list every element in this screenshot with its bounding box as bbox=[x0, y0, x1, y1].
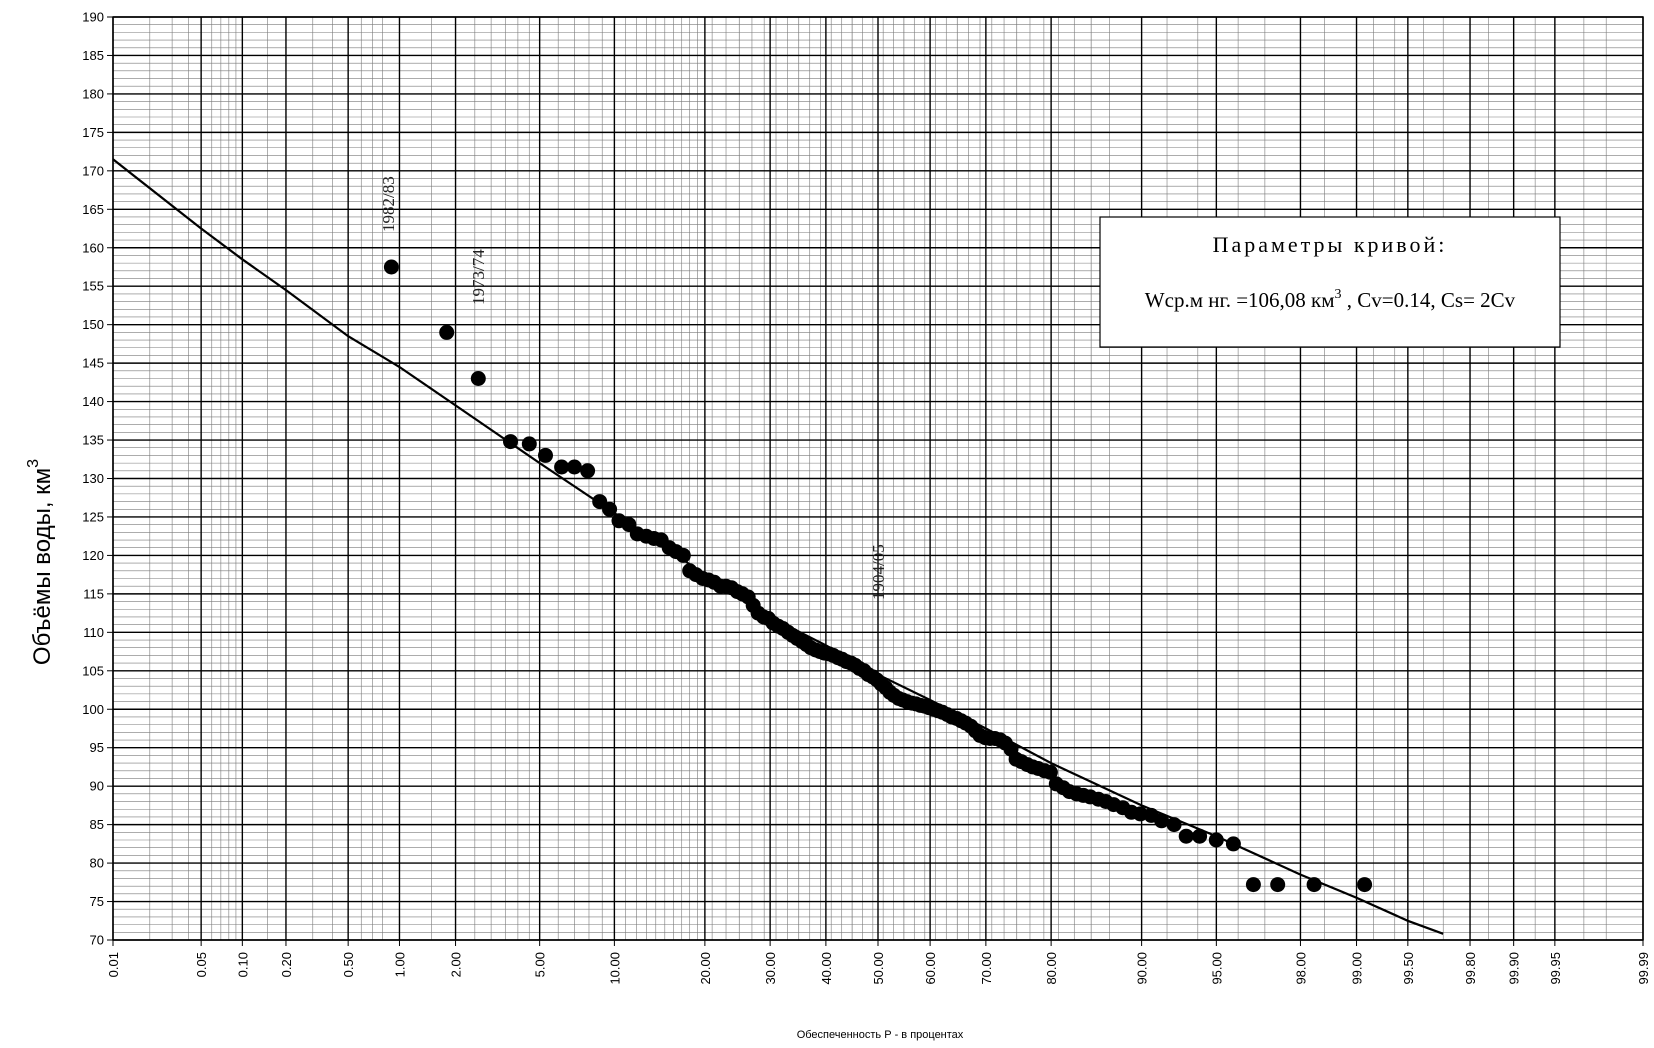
x-axis-ticks: 0.01 0.05 0.10 0.20 0.50 1.00 2.00 5.00 10.00 20.… bbox=[106, 940, 1651, 985]
y-tick-label: 120 bbox=[82, 548, 104, 563]
x-tick-label: 0.01 bbox=[106, 952, 121, 977]
y-tick-label: 160 bbox=[82, 240, 104, 255]
data-point bbox=[1245, 877, 1261, 893]
x-tick-label: 99.50 bbox=[1401, 952, 1416, 985]
x-axis-title: Обеспеченность Р - в процентах bbox=[797, 1029, 964, 1041]
annotation-1973-74: 1973/74 bbox=[469, 249, 488, 305]
x-tick-label: 99.00 bbox=[1350, 952, 1365, 985]
x-tick-label: 20.00 bbox=[698, 952, 713, 985]
data-point bbox=[503, 434, 518, 450]
data-point bbox=[1357, 877, 1373, 893]
x-tick-label: 99.95 bbox=[1548, 952, 1563, 985]
y-tick-label: 90 bbox=[90, 779, 104, 794]
data-point bbox=[383, 259, 399, 275]
parameters-box-title: Параметры кривой: bbox=[1213, 232, 1448, 257]
data-point bbox=[1166, 817, 1182, 833]
y-tick-label: 100 bbox=[82, 702, 104, 717]
y-tick-label: 125 bbox=[82, 509, 104, 524]
data-point bbox=[554, 459, 570, 475]
data-point bbox=[1192, 828, 1208, 844]
data-point bbox=[1042, 764, 1058, 780]
y-tick-label: 95 bbox=[90, 740, 104, 755]
y-tick-label: 145 bbox=[82, 356, 104, 371]
data-point bbox=[675, 547, 691, 563]
data-point bbox=[1306, 877, 1322, 893]
x-tick-label: 0.05 bbox=[194, 952, 209, 977]
parameters-mean-volume: Wср.м нг. =106,08 км bbox=[1145, 288, 1335, 312]
observed-points-layer bbox=[383, 259, 1373, 893]
annotations-layer: 1982/83 1973/74 1904/05 bbox=[379, 176, 888, 600]
y-tick-label: 75 bbox=[90, 894, 104, 909]
x-tick-label: 60.00 bbox=[923, 952, 938, 985]
y-axis-title-text: Объёмы воды, км bbox=[29, 468, 56, 665]
y-tick-label: 170 bbox=[82, 163, 104, 178]
y-axis-title: Объёмы воды, км3 bbox=[25, 459, 56, 665]
x-tick-label: 30.00 bbox=[763, 952, 778, 985]
annotation-1904-05: 1904/05 bbox=[869, 544, 888, 600]
data-point bbox=[1208, 832, 1224, 848]
y-tick-label: 165 bbox=[82, 202, 104, 217]
data-point bbox=[1225, 836, 1241, 852]
y-tick-label: 130 bbox=[82, 471, 104, 486]
data-point bbox=[439, 324, 455, 340]
x-tick-label: 80.00 bbox=[1044, 952, 1059, 985]
x-tick-label: 99.99 bbox=[1636, 952, 1651, 985]
data-point bbox=[602, 501, 618, 517]
data-point bbox=[521, 436, 537, 452]
x-tick-label: 5.00 bbox=[533, 952, 548, 977]
y-tick-label: 105 bbox=[82, 663, 104, 678]
x-tick-label: 70.00 bbox=[979, 952, 994, 985]
parameters-cv-cs: , Cv=0.14, Cs= 2Cv bbox=[1342, 288, 1516, 312]
x-tick-label: 99.80 bbox=[1463, 952, 1478, 985]
x-tick-label: 99.90 bbox=[1507, 952, 1522, 985]
x-tick-label: 10.00 bbox=[607, 952, 622, 985]
y-tick-label: 185 bbox=[82, 48, 104, 63]
parameters-unit-superscript: 3 bbox=[1335, 287, 1342, 302]
y-tick-label: 80 bbox=[90, 856, 104, 871]
annotation-1982-83: 1982/83 bbox=[379, 176, 398, 232]
y-tick-label: 180 bbox=[82, 86, 104, 101]
x-tick-label: 95.00 bbox=[1209, 952, 1224, 985]
y-tick-label: 175 bbox=[82, 125, 104, 140]
y-tick-label: 115 bbox=[83, 586, 104, 601]
x-tick-label: 40.00 bbox=[819, 952, 834, 985]
x-tick-label: 1.00 bbox=[392, 952, 407, 977]
x-tick-label: 0.10 bbox=[235, 952, 250, 977]
data-point bbox=[470, 371, 486, 386]
y-tick-label: 70 bbox=[90, 933, 104, 948]
x-tick-label: 2.00 bbox=[449, 952, 464, 977]
data-point bbox=[1270, 877, 1286, 893]
x-tick-label: 0.20 bbox=[279, 952, 294, 977]
data-point bbox=[580, 463, 596, 479]
y-tick-label: 150 bbox=[82, 317, 104, 332]
data-point bbox=[566, 459, 582, 475]
y-tick-label: 110 bbox=[83, 625, 104, 640]
y-tick-label: 85 bbox=[90, 817, 104, 832]
x-tick-label: 98.00 bbox=[1293, 952, 1308, 985]
data-point bbox=[1178, 828, 1194, 844]
y-axis-ticks: 70 75 80 85 90 95 100 105 110 115 120 125 130 135 140 1… bbox=[82, 10, 113, 948]
curve-parameters-box: Параметры кривой: Wср.м нг. =106,08 км3 … bbox=[1099, 216, 1561, 348]
y-axis-title-superscript: 3 bbox=[25, 459, 42, 468]
y-tick-label: 190 bbox=[82, 10, 104, 25]
data-point bbox=[1154, 813, 1170, 829]
x-tick-label: 0.50 bbox=[341, 952, 356, 977]
data-point bbox=[538, 447, 553, 463]
parameters-box-values: Wср.м нг. =106,08 км3 , Cv=0.14, Cs= 2Cv bbox=[1145, 287, 1516, 312]
y-tick-label: 140 bbox=[82, 394, 104, 409]
x-tick-label: 50.00 bbox=[871, 952, 886, 985]
y-tick-label: 155 bbox=[82, 279, 104, 294]
y-tick-label: 135 bbox=[82, 433, 104, 448]
parameters-box-frame bbox=[1099, 216, 1561, 348]
x-tick-label: 90.00 bbox=[1135, 952, 1150, 985]
